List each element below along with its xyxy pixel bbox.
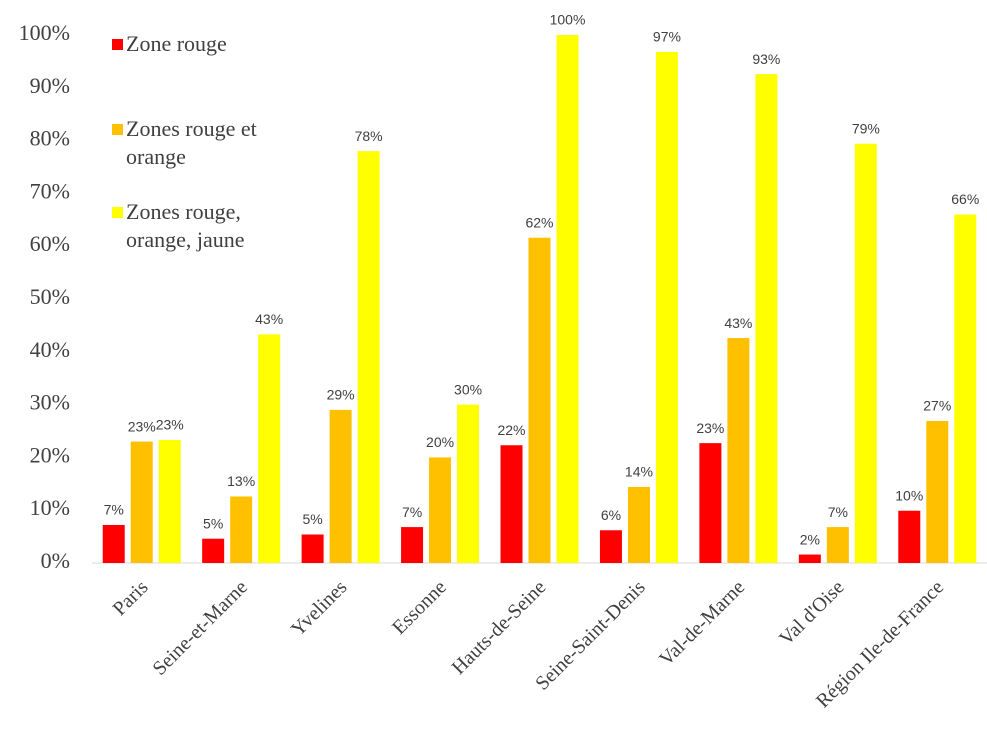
data-label: 29% — [327, 387, 355, 403]
x-tick-label: Seine-et-Marne — [148, 576, 252, 680]
y-tick-label: 50% — [30, 284, 70, 309]
data-label: 78% — [355, 128, 383, 144]
data-label: 10% — [895, 487, 923, 503]
data-label: 97% — [653, 29, 681, 45]
legend-swatch — [112, 207, 123, 218]
data-label: 23% — [156, 417, 184, 433]
y-tick-label: 100% — [19, 20, 70, 45]
data-label: 7% — [828, 504, 848, 520]
data-label: 22% — [497, 422, 525, 438]
x-tick-label: Val-de-Marne — [655, 576, 749, 670]
y-tick-label: 0% — [41, 548, 70, 573]
bar — [826, 527, 849, 563]
x-tick-label: Val d'Oise — [775, 576, 849, 650]
data-label: 43% — [255, 311, 283, 327]
data-label: 30% — [454, 381, 482, 397]
y-tick-label: 20% — [30, 442, 70, 467]
data-label: 20% — [426, 434, 454, 450]
data-label: 27% — [923, 398, 951, 414]
data-label: 7% — [402, 504, 422, 520]
bar — [599, 530, 622, 563]
data-label: 7% — [104, 502, 124, 518]
bar — [926, 420, 949, 563]
bar — [202, 538, 225, 563]
y-tick-label: 80% — [30, 126, 70, 151]
bar — [158, 439, 181, 563]
bar — [329, 409, 352, 563]
bar — [898, 510, 921, 563]
data-label: 23% — [696, 420, 724, 436]
data-label: 66% — [951, 191, 979, 207]
y-tick-label: 60% — [30, 231, 70, 256]
bar — [755, 74, 778, 564]
data-label: 2% — [800, 531, 820, 547]
y-tick-label: 70% — [30, 178, 70, 203]
data-label: 93% — [752, 51, 780, 67]
bar — [500, 445, 523, 563]
x-tick-label: Yvelines — [287, 576, 352, 641]
bar — [556, 35, 579, 563]
bar — [230, 496, 253, 563]
y-tick-label: 30% — [30, 390, 70, 415]
legend-swatch — [112, 124, 123, 135]
legend-label: Zones rouge, orange, jaune — [126, 199, 245, 252]
bar — [357, 151, 380, 563]
bar — [130, 441, 153, 563]
x-tick-label: Essonne — [388, 576, 451, 639]
data-label: 5% — [302, 511, 322, 527]
x-tick-label: Paris — [109, 576, 153, 620]
bar — [301, 534, 324, 563]
bar — [627, 486, 650, 563]
data-label: 13% — [227, 473, 255, 489]
data-label: 23% — [128, 418, 156, 434]
data-label: 62% — [525, 214, 553, 230]
legend-label: Zones rouge et orange — [126, 116, 257, 169]
data-label: 79% — [852, 120, 880, 136]
legend-label: Zone rouge — [126, 31, 227, 56]
data-label: 5% — [203, 515, 223, 531]
bar — [854, 143, 877, 563]
data-label: 100% — [550, 12, 586, 28]
bar — [954, 214, 977, 563]
bar — [429, 457, 452, 563]
y-tick-label: 40% — [30, 337, 70, 362]
bar — [258, 334, 281, 563]
bar — [727, 338, 750, 563]
y-tick-label: 10% — [30, 495, 70, 520]
bar — [699, 443, 722, 563]
bar — [798, 554, 821, 563]
x-tick-label: Seine-Saint-Denis — [531, 576, 650, 695]
data-label: 6% — [601, 507, 621, 523]
data-label: 14% — [625, 464, 653, 480]
bar — [655, 51, 678, 564]
bar — [457, 404, 480, 563]
bar — [102, 524, 125, 563]
bar — [401, 527, 424, 563]
data-label: 43% — [724, 315, 752, 331]
legend-swatch — [112, 39, 123, 50]
x-tick-label: Hauts-de-Seine — [448, 576, 551, 679]
y-tick-label: 90% — [30, 73, 70, 98]
bar — [528, 237, 551, 563]
